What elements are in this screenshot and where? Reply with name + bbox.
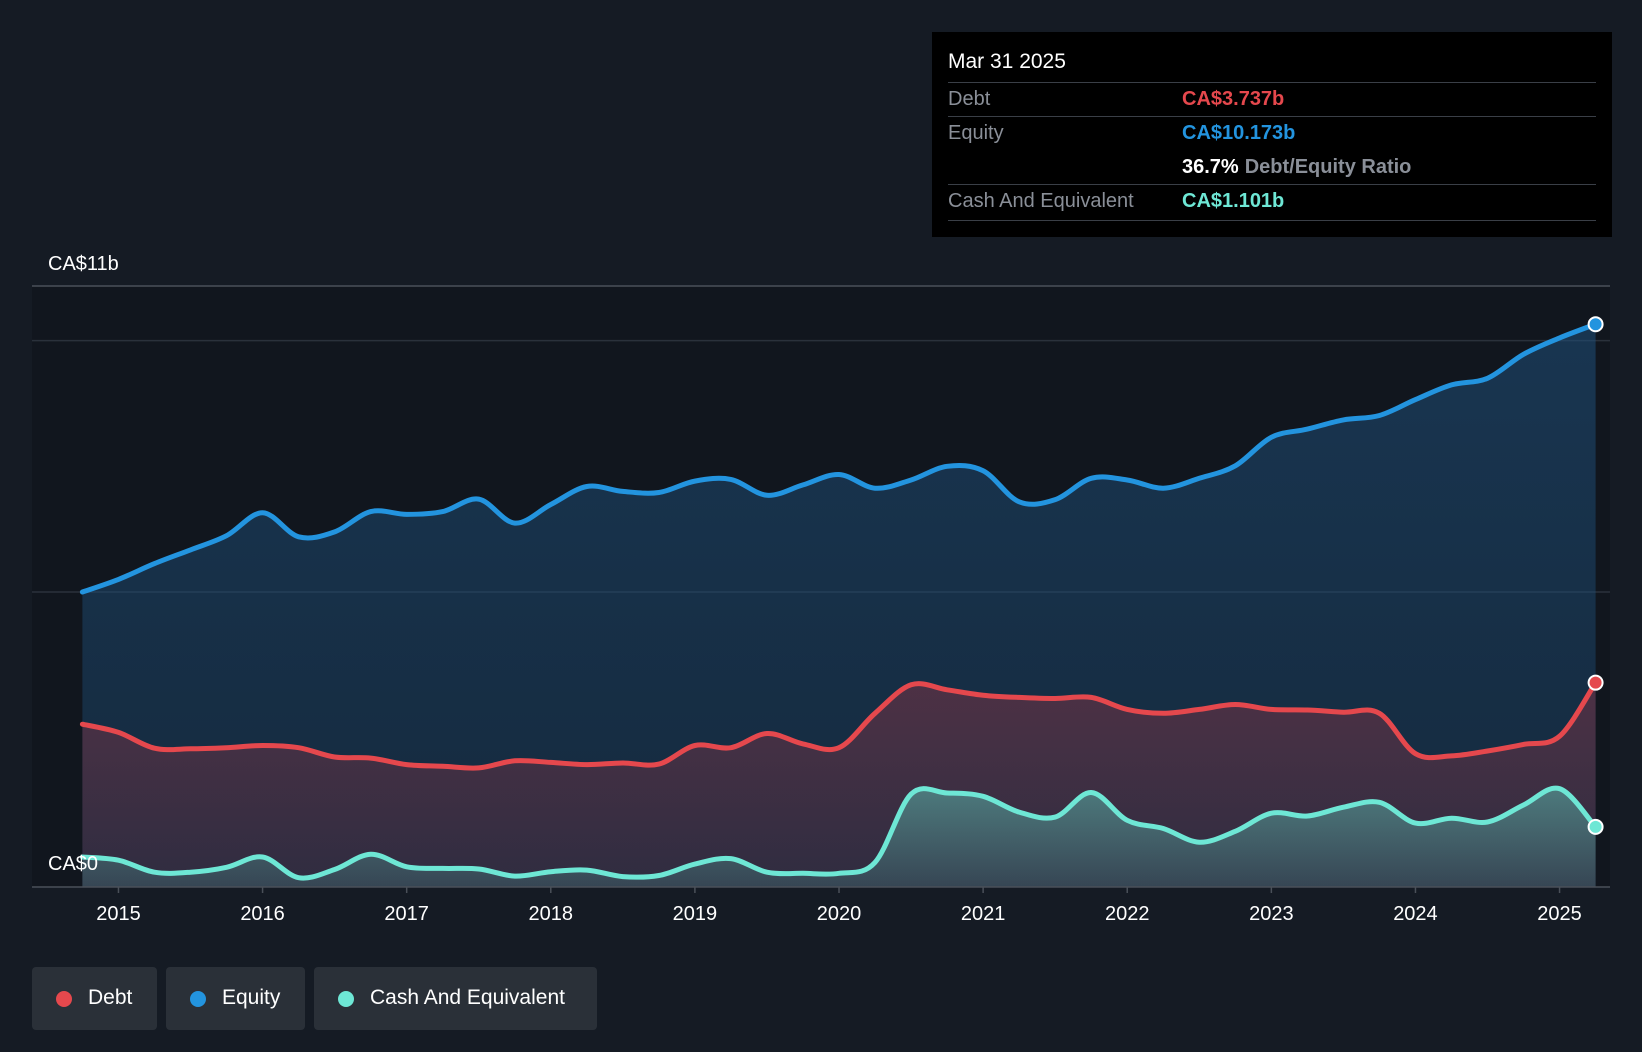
x-tick-label: 2025: [1537, 903, 1582, 925]
tooltip-row-ratio: 36.7% Debt/Equity Ratio: [948, 150, 1596, 184]
legend-cash-label: Cash And Equivalent: [370, 986, 565, 1009]
equity-endpoint[interactable]: [1587, 316, 1604, 333]
legend-item-debt[interactable]: Debt: [32, 967, 157, 1030]
cash-area: [82, 788, 1596, 887]
x-tick-label: 2022: [1105, 903, 1150, 925]
x-tick-label: 2017: [384, 903, 429, 925]
tooltip-debt-value: CA$3.737b: [1182, 88, 1285, 110]
x-tick-label: 2019: [673, 903, 718, 925]
tooltip-debt-label: Debt: [948, 88, 991, 110]
x-tick-label: 2024: [1393, 903, 1438, 925]
tooltip-ratio: 36.7% Debt/Equity Ratio: [1182, 156, 1411, 179]
tooltip-row-cash: Cash And Equivalent CA$1.101b: [948, 184, 1596, 218]
tooltip-divider: [948, 116, 1596, 117]
tooltip-cash-label: Cash And Equivalent: [948, 190, 1134, 212]
tooltip-equity-value: CA$10.173b: [1182, 122, 1296, 144]
equity-line: [79, 321, 1599, 595]
x-tick-label: 2015: [96, 903, 141, 925]
tooltip-divider: [948, 82, 1596, 83]
debt-endpoint[interactable]: [1587, 674, 1604, 691]
tooltip-cash-value: CA$1.101b: [1182, 190, 1285, 212]
x-tick-label: 2023: [1249, 903, 1294, 925]
y-axis-top-label: CA$11b: [48, 253, 119, 275]
tooltip-divider: [948, 184, 1596, 185]
cash-dot-icon: [338, 991, 354, 1007]
x-tick-label: 2021: [961, 903, 1006, 925]
tooltip-row-equity: Equity CA$10.173b: [948, 116, 1596, 150]
debt-line: [79, 680, 1599, 771]
cash-line: [79, 785, 1599, 881]
legend-equity-label: Equity: [222, 986, 281, 1009]
equity-dot-icon: [190, 991, 206, 1007]
y-axis-bottom-label: CA$0: [48, 853, 98, 875]
x-tick-label: 2018: [529, 903, 574, 925]
legend-item-cash[interactable]: Cash And Equivalent: [314, 967, 597, 1030]
x-tick-label: 2016: [240, 903, 285, 925]
tooltip-ratio-value: 36.7%: [1182, 156, 1239, 178]
legend-item-equity[interactable]: Equity: [166, 967, 305, 1030]
cash-endpoint[interactable]: [1587, 818, 1604, 835]
legend-debt-label: Debt: [88, 986, 133, 1009]
tooltip-ratio-label: Debt/Equity Ratio: [1244, 156, 1412, 178]
tooltip-date: Mar 31 2025: [948, 50, 1066, 73]
debt-dot-icon: [56, 991, 72, 1007]
tooltip-equity-label: Equity: [948, 122, 1004, 144]
tooltip: Mar 31 2025 Debt CA$3.737b Equity CA$10.…: [932, 32, 1612, 237]
x-tick-label: 2020: [817, 903, 862, 925]
tooltip-row-debt: Debt CA$3.737b: [948, 82, 1596, 116]
tooltip-divider: [948, 220, 1596, 221]
